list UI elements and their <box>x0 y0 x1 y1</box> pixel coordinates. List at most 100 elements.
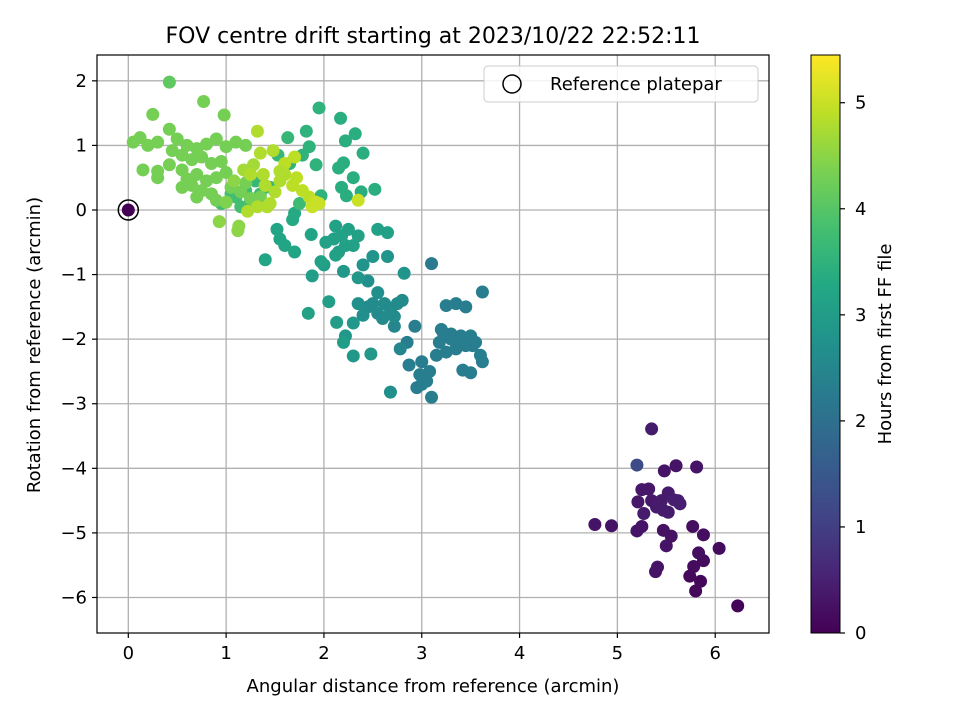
data-point <box>209 193 223 207</box>
data-point <box>351 297 365 311</box>
colorbar-tick-label: 3 <box>855 305 866 326</box>
data-point <box>175 180 189 194</box>
data-point <box>631 495 645 509</box>
data-point <box>402 358 416 372</box>
data-point <box>673 497 687 511</box>
data-point <box>356 308 370 322</box>
data-point <box>278 239 292 253</box>
data-point <box>341 222 355 236</box>
data-point <box>336 156 350 170</box>
data-point <box>185 178 199 192</box>
colorbar-ticks: 0 1 2 3 4 5 <box>840 93 866 644</box>
legend-label: Reference platepar <box>550 74 722 95</box>
data-point <box>286 178 300 192</box>
data-point <box>376 311 390 325</box>
data-point <box>393 342 407 356</box>
data-point <box>241 204 255 218</box>
data-point <box>346 171 360 185</box>
data-point <box>141 138 155 152</box>
grid-lines <box>97 55 769 633</box>
data-point <box>244 167 258 181</box>
data-point <box>319 235 333 249</box>
data-point <box>630 458 644 472</box>
data-point <box>642 482 656 496</box>
data-point <box>366 249 380 263</box>
colorbar-tick-label: 0 <box>855 623 866 644</box>
data-points <box>126 75 745 613</box>
colorbar-tick-label: 4 <box>855 199 866 220</box>
data-point <box>588 518 602 532</box>
data-point <box>281 131 295 145</box>
data-point <box>292 197 306 211</box>
y-tick-label: −2 <box>60 329 87 350</box>
data-point <box>322 295 336 309</box>
data-point <box>649 565 663 579</box>
data-point <box>690 460 704 474</box>
data-point <box>162 158 176 172</box>
data-point <box>696 528 710 542</box>
data-point <box>250 200 264 214</box>
data-point <box>351 193 365 207</box>
y-tick-label: 0 <box>76 200 87 221</box>
data-point <box>209 132 223 146</box>
colorbar-tick-label: 2 <box>855 411 866 432</box>
data-point <box>383 303 397 317</box>
data-point <box>288 245 302 259</box>
y-axis-label: Rotation from reference (arcmin) <box>24 197 45 493</box>
data-point <box>346 349 360 363</box>
data-point <box>330 315 344 329</box>
data-point <box>170 132 184 146</box>
colorbar: 0 1 2 3 4 5 Hours from first FF file <box>810 54 896 644</box>
y-tick-label: 1 <box>76 135 87 156</box>
data-point <box>415 355 429 369</box>
x-tick-label: 6 <box>709 643 720 664</box>
data-point <box>190 167 204 181</box>
data-point <box>288 150 302 164</box>
data-point <box>268 185 282 199</box>
data-point <box>299 124 313 138</box>
data-point <box>395 293 409 307</box>
data-point <box>195 150 209 164</box>
data-point <box>656 523 670 537</box>
data-point <box>200 137 214 151</box>
data-point <box>425 257 439 271</box>
data-point <box>464 366 478 380</box>
x-tick-label: 0 <box>123 643 134 664</box>
data-point <box>305 269 319 283</box>
data-point <box>425 390 439 404</box>
x-tick-label: 5 <box>612 643 623 664</box>
data-point <box>436 326 450 340</box>
data-point <box>361 274 375 288</box>
data-point <box>232 219 246 233</box>
data-point <box>336 264 350 278</box>
chart-title: FOV centre drift starting at 2023/10/22 … <box>166 24 701 49</box>
y-tick-label: −5 <box>60 523 87 544</box>
data-point <box>429 348 443 362</box>
data-point <box>686 519 700 533</box>
x-tick-label: 3 <box>416 643 427 664</box>
colorbar-gradient <box>810 54 841 634</box>
data-point <box>165 144 179 158</box>
data-point <box>329 248 343 262</box>
data-point <box>190 190 204 204</box>
data-point <box>459 300 473 314</box>
data-point <box>312 197 326 211</box>
data-point <box>712 541 726 555</box>
data-point <box>162 122 176 136</box>
data-point <box>449 297 463 311</box>
data-point <box>645 422 659 436</box>
data-point <box>397 266 411 280</box>
data-point <box>387 319 401 333</box>
data-point <box>253 146 267 160</box>
data-point <box>368 182 382 196</box>
data-point <box>151 135 165 149</box>
data-point <box>466 339 480 353</box>
data-point <box>348 127 362 141</box>
data-point <box>312 101 326 115</box>
data-point <box>364 347 378 361</box>
data-point <box>217 108 231 122</box>
data-point <box>214 155 228 169</box>
y-tick-label: −4 <box>60 458 87 479</box>
data-point <box>227 174 241 188</box>
